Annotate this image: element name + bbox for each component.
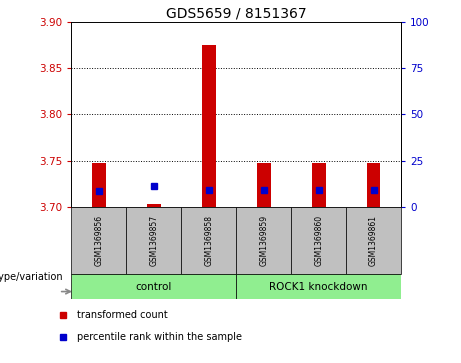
- FancyBboxPatch shape: [71, 207, 126, 274]
- Text: GSM1369856: GSM1369856: [95, 215, 103, 266]
- FancyBboxPatch shape: [236, 274, 401, 299]
- FancyBboxPatch shape: [181, 207, 236, 274]
- FancyBboxPatch shape: [291, 207, 346, 274]
- Title: GDS5659 / 8151367: GDS5659 / 8151367: [166, 7, 307, 21]
- Text: GSM1369861: GSM1369861: [369, 215, 378, 266]
- Text: GSM1369857: GSM1369857: [149, 215, 159, 266]
- Text: GSM1369858: GSM1369858: [204, 215, 213, 266]
- Bar: [202, 45, 216, 207]
- Text: ROCK1 knockdown: ROCK1 knockdown: [269, 282, 368, 292]
- Bar: [312, 163, 325, 207]
- Bar: [92, 163, 106, 207]
- Text: percentile rank within the sample: percentile rank within the sample: [77, 332, 242, 342]
- FancyBboxPatch shape: [71, 274, 236, 299]
- Text: GSM1369860: GSM1369860: [314, 215, 323, 266]
- Bar: [257, 163, 271, 207]
- FancyBboxPatch shape: [346, 207, 401, 274]
- FancyBboxPatch shape: [236, 207, 291, 274]
- Bar: [367, 163, 380, 207]
- Bar: [147, 204, 161, 207]
- Text: genotype/variation: genotype/variation: [0, 272, 64, 282]
- FancyBboxPatch shape: [126, 207, 181, 274]
- Text: GSM1369859: GSM1369859: [259, 215, 268, 266]
- Text: transformed count: transformed count: [77, 310, 167, 320]
- Text: control: control: [136, 282, 172, 292]
